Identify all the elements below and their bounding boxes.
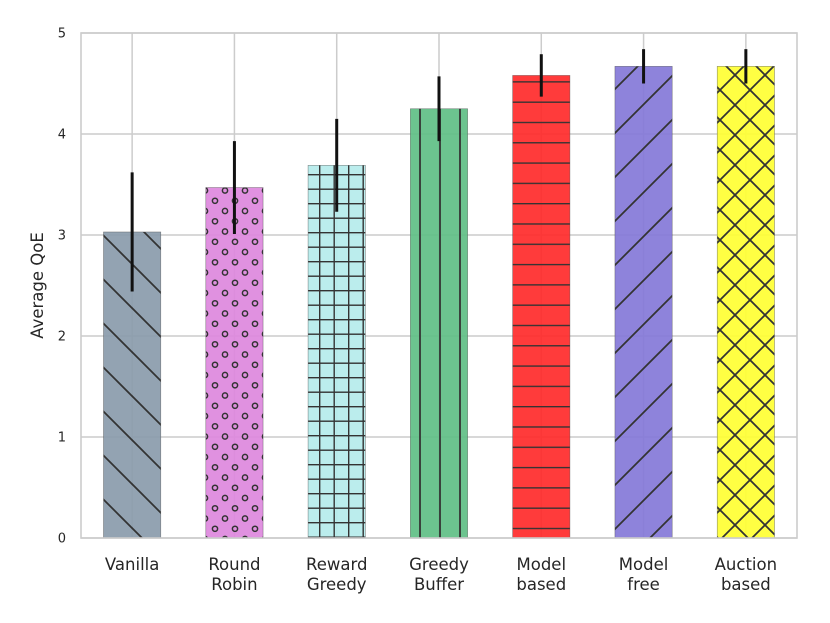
x-tick-label: Robin — [211, 575, 257, 594]
y-tick-label: 4 — [58, 128, 66, 143]
bar-hatch — [512, 75, 570, 539]
bar-hatch — [205, 187, 264, 538]
bars-layer — [103, 66, 775, 539]
bar-0 — [103, 231, 162, 539]
x-tick-label: based — [721, 575, 771, 594]
y-tick-label: 3 — [58, 229, 66, 244]
bar-hatch — [614, 66, 673, 538]
bar-hatch — [410, 108, 468, 538]
x-tick-label: based — [516, 575, 566, 594]
y-tick-label: 1 — [58, 431, 66, 446]
bar-6 — [716, 66, 775, 539]
x-tick-label: Reward — [306, 555, 367, 574]
bar-2 — [307, 165, 366, 539]
y-tick-labels: 0 1 2 3 4 5 — [58, 27, 66, 547]
bar-1 — [205, 187, 264, 539]
bar-hatch — [308, 165, 366, 538]
x-tick-label: free — [627, 575, 660, 594]
x-category-labels: Vanilla RoundRobinRewardGreedyGreedyBuffe… — [105, 555, 777, 594]
x-tick-label: Auction — [715, 555, 777, 574]
y-tick-label: 0 — [58, 532, 66, 547]
y-tick-label: 2 — [58, 330, 66, 345]
bar-4 — [512, 75, 571, 539]
x-tick-label: Greedy — [307, 575, 367, 594]
bar-5 — [614, 66, 673, 539]
plot-frame — [80, 32, 798, 539]
bar-hatch — [717, 66, 775, 538]
bar-3 — [410, 108, 468, 539]
x-tick-label: Vanilla — [105, 555, 159, 574]
x-tick-label: Buffer — [414, 575, 464, 594]
error-bars-layer — [130, 49, 748, 292]
x-tick-label: Model — [619, 555, 669, 574]
x-tick-label: Model — [517, 555, 567, 574]
x-tick-label: Round — [208, 555, 260, 574]
y-axis-label: Average QoE — [28, 232, 47, 339]
x-tick-label: Greedy — [409, 555, 469, 574]
y-tick-label: 5 — [58, 27, 66, 42]
